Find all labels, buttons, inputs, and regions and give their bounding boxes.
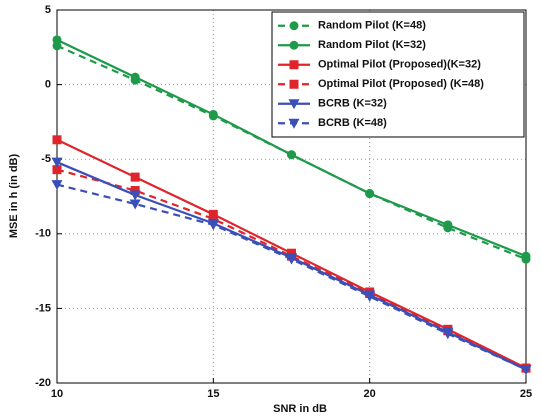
y-tick-label: 0 [45,79,51,91]
x-tick-label: 15 [207,388,219,400]
plot-frame [56,9,527,384]
marker [52,135,62,145]
marker [443,220,453,230]
marker [52,165,62,175]
legend-label: Random Pilot (K=48) [318,20,426,32]
marker [208,109,218,119]
marker [289,60,299,70]
marker [52,35,62,45]
y-tick-label: 5 [45,4,51,16]
marker [289,21,299,31]
y-tick-label: -15 [35,302,51,314]
series-line [56,183,527,371]
marker [129,190,141,201]
legend-box [271,11,525,138]
legend-label: BCRB (K=48) [318,117,387,129]
marker [520,365,532,376]
marker [364,291,376,302]
marker [442,329,454,340]
marker [289,40,299,50]
x-tick-label: 20 [364,388,376,400]
y-tick-label: -10 [35,228,51,240]
y-tick-label: -5 [41,153,51,165]
marker [51,180,63,191]
marker [130,172,140,182]
marker [288,118,300,129]
legend-label: BCRB (K=32) [318,98,387,110]
marker [287,150,296,160]
legend-label: Random Pilot (K=32) [318,39,426,51]
marker [288,99,300,110]
marker [286,254,297,265]
marker [365,189,375,199]
marker [207,220,219,231]
marker [289,79,299,89]
y-tick-label: -20 [35,377,51,389]
marker [130,72,140,82]
marker [521,251,531,261]
legend-label: Optimal Pilot (Proposed)(K=32) [318,59,481,71]
x-axis-label: SNR in dB [273,403,327,415]
series-line [56,168,527,370]
marker [51,157,63,168]
legend-label: Optimal Pilot (Proposed) (K=48) [318,78,484,90]
series-line [56,161,527,371]
x-tick-label: 25 [520,388,532,400]
marker [129,199,141,210]
y-axis-label: MSE in h (in dB) [8,154,20,239]
x-tick-label: 10 [51,388,63,400]
